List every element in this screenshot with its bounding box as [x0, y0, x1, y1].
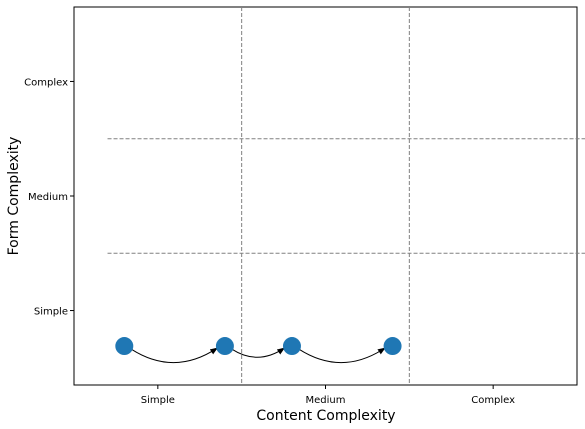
transition-arrows — [130, 347, 386, 364]
y-tick-label-1: Medium — [28, 192, 68, 203]
data-point-2 — [282, 337, 301, 356]
transition-arrow-1 — [231, 347, 286, 358]
data-point-0 — [115, 337, 134, 356]
y-tick-label-0: Simple — [34, 307, 68, 318]
x-axis-label: Content Complexity — [256, 408, 395, 424]
plot-frame — [73, 6, 578, 386]
x-tick-label-2: Complex — [471, 395, 515, 406]
y-axis-ticks: Simple Medium Complex — [24, 77, 74, 318]
transition-arrow-2 — [298, 347, 386, 364]
data-points — [115, 337, 402, 356]
data-point-1 — [215, 337, 234, 356]
y-tick-label-2: Complex — [24, 77, 68, 88]
data-point-3 — [383, 337, 402, 356]
x-axis-ticks: Simple Medium Complex — [141, 385, 515, 406]
x-tick-label-1: Medium — [306, 395, 346, 406]
y-axis-label: Form Complexity — [6, 137, 22, 256]
quadrant-dividers — [107, 7, 585, 385]
x-tick-label-0: Simple — [141, 395, 175, 406]
transition-arrow-0 — [130, 347, 219, 364]
